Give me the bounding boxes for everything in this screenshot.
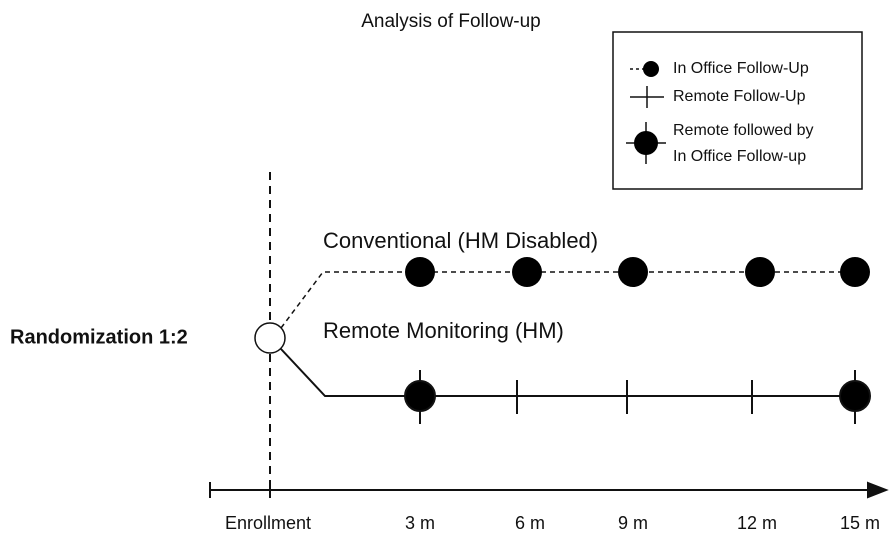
arm-label: Conventional (HM Disabled) [323,228,598,253]
legend-label: In Office Follow-up [673,148,806,165]
visit-dot [405,257,435,287]
legend-label: In Office Follow-Up [673,60,809,77]
time-axis [209,481,889,499]
legend-dot [643,61,659,77]
visit-dot [839,380,871,412]
remote-path [280,348,855,397]
conventional-visits [405,257,870,287]
axis-label: 15 m [840,513,880,533]
axis-labels: Enrollment 3 m 6 m 9 m 12 m 15 m [225,513,880,533]
visit-dot [618,257,648,287]
axis-label: 9 m [618,513,648,533]
legend-label: Remote followed by [673,122,814,139]
axis-label: 6 m [515,513,545,533]
visit-dot [745,257,775,287]
axis-label: 12 m [737,513,777,533]
legend-dot [634,131,658,155]
legend-box [612,31,863,190]
legend: In Office Follow-Up Remote Follow-Up Rem… [612,31,863,190]
visit-dot [404,380,436,412]
axis-label: 3 m [405,513,435,533]
randomization-label: Randomization 1:2 [10,326,188,348]
arm-label: Remote Monitoring (HM) [323,318,564,343]
axis-arrow [867,481,889,499]
title: Analysis of Follow-up [361,11,541,32]
axis-label: Enrollment [225,513,311,533]
conventional-path [280,271,855,329]
legend-label: Remote Follow-Up [673,88,806,105]
remote-visits [404,370,871,424]
visit-dot [512,257,542,287]
randomization-node [254,322,286,354]
visit-dot [840,257,870,287]
